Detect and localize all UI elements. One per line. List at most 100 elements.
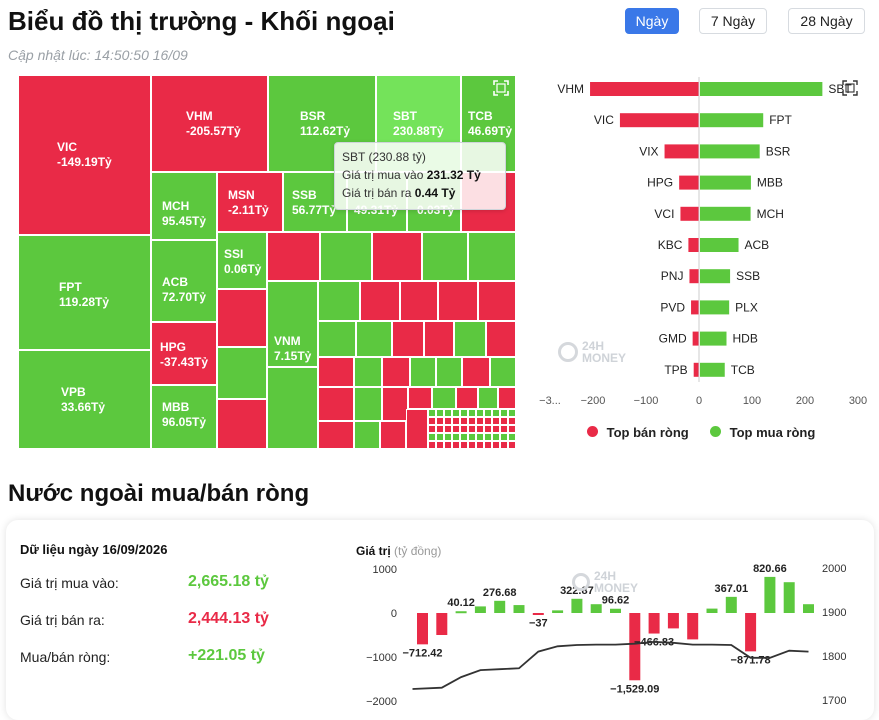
- treemap-cell-small[interactable]: [372, 232, 422, 281]
- treemap-cell-small[interactable]: [354, 387, 382, 421]
- treemap-cell-small[interactable]: [318, 421, 354, 449]
- treemap-cell-tiny[interactable]: [484, 425, 492, 433]
- treemap-cell-tiny[interactable]: [444, 409, 452, 417]
- expand-icon[interactable]: [493, 80, 509, 96]
- treemap-cell-small[interactable]: [318, 387, 354, 421]
- treemap-cell-vhm[interactable]: VHM -205.57Tỷ: [151, 75, 268, 172]
- treemap-cell-tiny[interactable]: [436, 433, 444, 441]
- treemap-cell-tiny[interactable]: [476, 425, 484, 433]
- treemap-cell-tiny[interactable]: [492, 409, 500, 417]
- treemap-cell-tiny[interactable]: [492, 433, 500, 441]
- treemap-cell-small[interactable]: [406, 409, 428, 449]
- treemap-cell-small[interactable]: [478, 281, 516, 321]
- treemap-cell-small[interactable]: [468, 232, 516, 281]
- treemap-cell-msn[interactable]: MSN -2.11Tỷ: [217, 172, 283, 232]
- treemap-cell-mch[interactable]: MCH 95.45Tỷ: [151, 172, 217, 240]
- treemap-cell-small[interactable]: [356, 321, 392, 357]
- treemap-cell-tiny[interactable]: [476, 433, 484, 441]
- treemap-cell-tiny[interactable]: [428, 441, 436, 449]
- treemap-cell-tiny[interactable]: [508, 441, 516, 449]
- treemap-cell-tiny[interactable]: [436, 417, 444, 425]
- treemap-cell-small[interactable]: [486, 321, 516, 357]
- treemap-cell-small[interactable]: [400, 281, 438, 321]
- treemap-cell-small[interactable]: [318, 281, 360, 321]
- treemap-cell-small[interactable]: [392, 321, 424, 357]
- treemap-cell-tiny[interactable]: [500, 417, 508, 425]
- treemap-cell-tiny[interactable]: [444, 417, 452, 425]
- treemap-cell-small[interactable]: [462, 357, 490, 387]
- treemap-cell-acb[interactable]: ACB 72.70Tỷ: [151, 240, 217, 322]
- treemap-cell-tiny[interactable]: [460, 417, 468, 425]
- treemap-cell-tiny[interactable]: [444, 425, 452, 433]
- treemap-cell-tiny[interactable]: [476, 417, 484, 425]
- tab-28-days[interactable]: 28 Ngày: [788, 8, 865, 34]
- treemap-cell-small[interactable]: [478, 387, 498, 409]
- treemap-cell-tiny[interactable]: [484, 409, 492, 417]
- treemap-cell-tiny[interactable]: [436, 441, 444, 449]
- treemap-cell-tiny[interactable]: [492, 417, 500, 425]
- treemap-cell-small[interactable]: [320, 232, 372, 281]
- treemap-cell-small[interactable]: [380, 421, 406, 449]
- treemap-cell-tiny[interactable]: [460, 433, 468, 441]
- treemap-cell-small[interactable]: [382, 357, 410, 387]
- treemap-cell-green-3[interactable]: [217, 347, 267, 399]
- treemap-cell-tiny[interactable]: [452, 417, 460, 425]
- treemap-cell-small[interactable]: [438, 281, 478, 321]
- treemap-cell-tiny[interactable]: [452, 409, 460, 417]
- treemap-cell-tiny[interactable]: [468, 425, 476, 433]
- treemap-cell-tiny[interactable]: [428, 433, 436, 441]
- treemap-cell-tiny[interactable]: [508, 433, 516, 441]
- treemap-cell-vic[interactable]: VIC -149.19Tỷ: [18, 75, 151, 235]
- treemap-cell-tiny[interactable]: [444, 433, 452, 441]
- treemap-cell-small[interactable]: [318, 357, 354, 387]
- treemap-cell-tiny[interactable]: [428, 409, 436, 417]
- treemap-cell-small[interactable]: [436, 357, 462, 387]
- treemap-cell-tiny[interactable]: [484, 417, 492, 425]
- treemap-cell-tiny[interactable]: [500, 425, 508, 433]
- treemap-cell-tiny[interactable]: [484, 441, 492, 449]
- expand-icon[interactable]: [842, 80, 858, 96]
- treemap-cell-tiny[interactable]: [508, 417, 516, 425]
- treemap-cell-tiny[interactable]: [428, 425, 436, 433]
- treemap-cell-vpb[interactable]: VPB 33.66Tỷ: [18, 350, 151, 449]
- treemap-cell-small[interactable]: [498, 387, 516, 409]
- treemap-cell-tiny[interactable]: [492, 425, 500, 433]
- treemap-cell-tiny[interactable]: [468, 433, 476, 441]
- treemap-cell-red-4[interactable]: [217, 399, 267, 449]
- treemap-cell-tiny[interactable]: [484, 433, 492, 441]
- treemap-cell-tiny[interactable]: [460, 409, 468, 417]
- treemap-cell-tiny[interactable]: [468, 441, 476, 449]
- treemap-cell-tiny[interactable]: [476, 441, 484, 449]
- treemap-cell-small[interactable]: [424, 321, 454, 357]
- legend-sell[interactable]: Top bán ròng: [587, 425, 689, 440]
- legend-buy[interactable]: Top mua ròng: [710, 425, 815, 440]
- treemap-cell-tiny[interactable]: [452, 441, 460, 449]
- treemap-cell-small[interactable]: [354, 357, 382, 387]
- treemap-cell-small[interactable]: [408, 387, 432, 409]
- treemap-cell-tiny[interactable]: [460, 425, 468, 433]
- treemap-cell-tiny[interactable]: [452, 425, 460, 433]
- treemap-cell-tiny[interactable]: [468, 417, 476, 425]
- treemap-cell-small[interactable]: [454, 321, 486, 357]
- treemap-cell-small[interactable]: [354, 421, 380, 449]
- treemap-cell-ssi[interactable]: SSI 0.06Tỷ: [217, 232, 267, 289]
- treemap-cell-small[interactable]: [422, 232, 468, 281]
- treemap-cell-tiny[interactable]: [428, 417, 436, 425]
- treemap-cell-small[interactable]: [490, 357, 516, 387]
- treemap-cell-tiny[interactable]: [500, 409, 508, 417]
- treemap-cell-small[interactable]: [318, 321, 356, 357]
- treemap-cell-small[interactable]: [410, 357, 436, 387]
- treemap-cell-red-2[interactable]: [217, 289, 267, 347]
- treemap-cell-bsr[interactable]: BSR 112.62Tỷ: [268, 75, 376, 172]
- treemap-cell-tiny[interactable]: [500, 433, 508, 441]
- tab-7-days[interactable]: 7 Ngày: [699, 8, 767, 34]
- treemap-cell-tiny[interactable]: [436, 409, 444, 417]
- treemap-cell-tiny[interactable]: [444, 441, 452, 449]
- treemap-cell-tiny[interactable]: [508, 425, 516, 433]
- treemap-cell-tiny[interactable]: [468, 409, 476, 417]
- treemap-cell-hpg[interactable]: HPG -37.43Tỷ: [151, 322, 217, 385]
- treemap-cell-tiny[interactable]: [508, 409, 516, 417]
- tab-day[interactable]: Ngày: [625, 8, 679, 34]
- treemap-cell-fpt[interactable]: FPT 119.28Tỷ: [18, 235, 151, 350]
- treemap-cell-small[interactable]: [267, 367, 318, 449]
